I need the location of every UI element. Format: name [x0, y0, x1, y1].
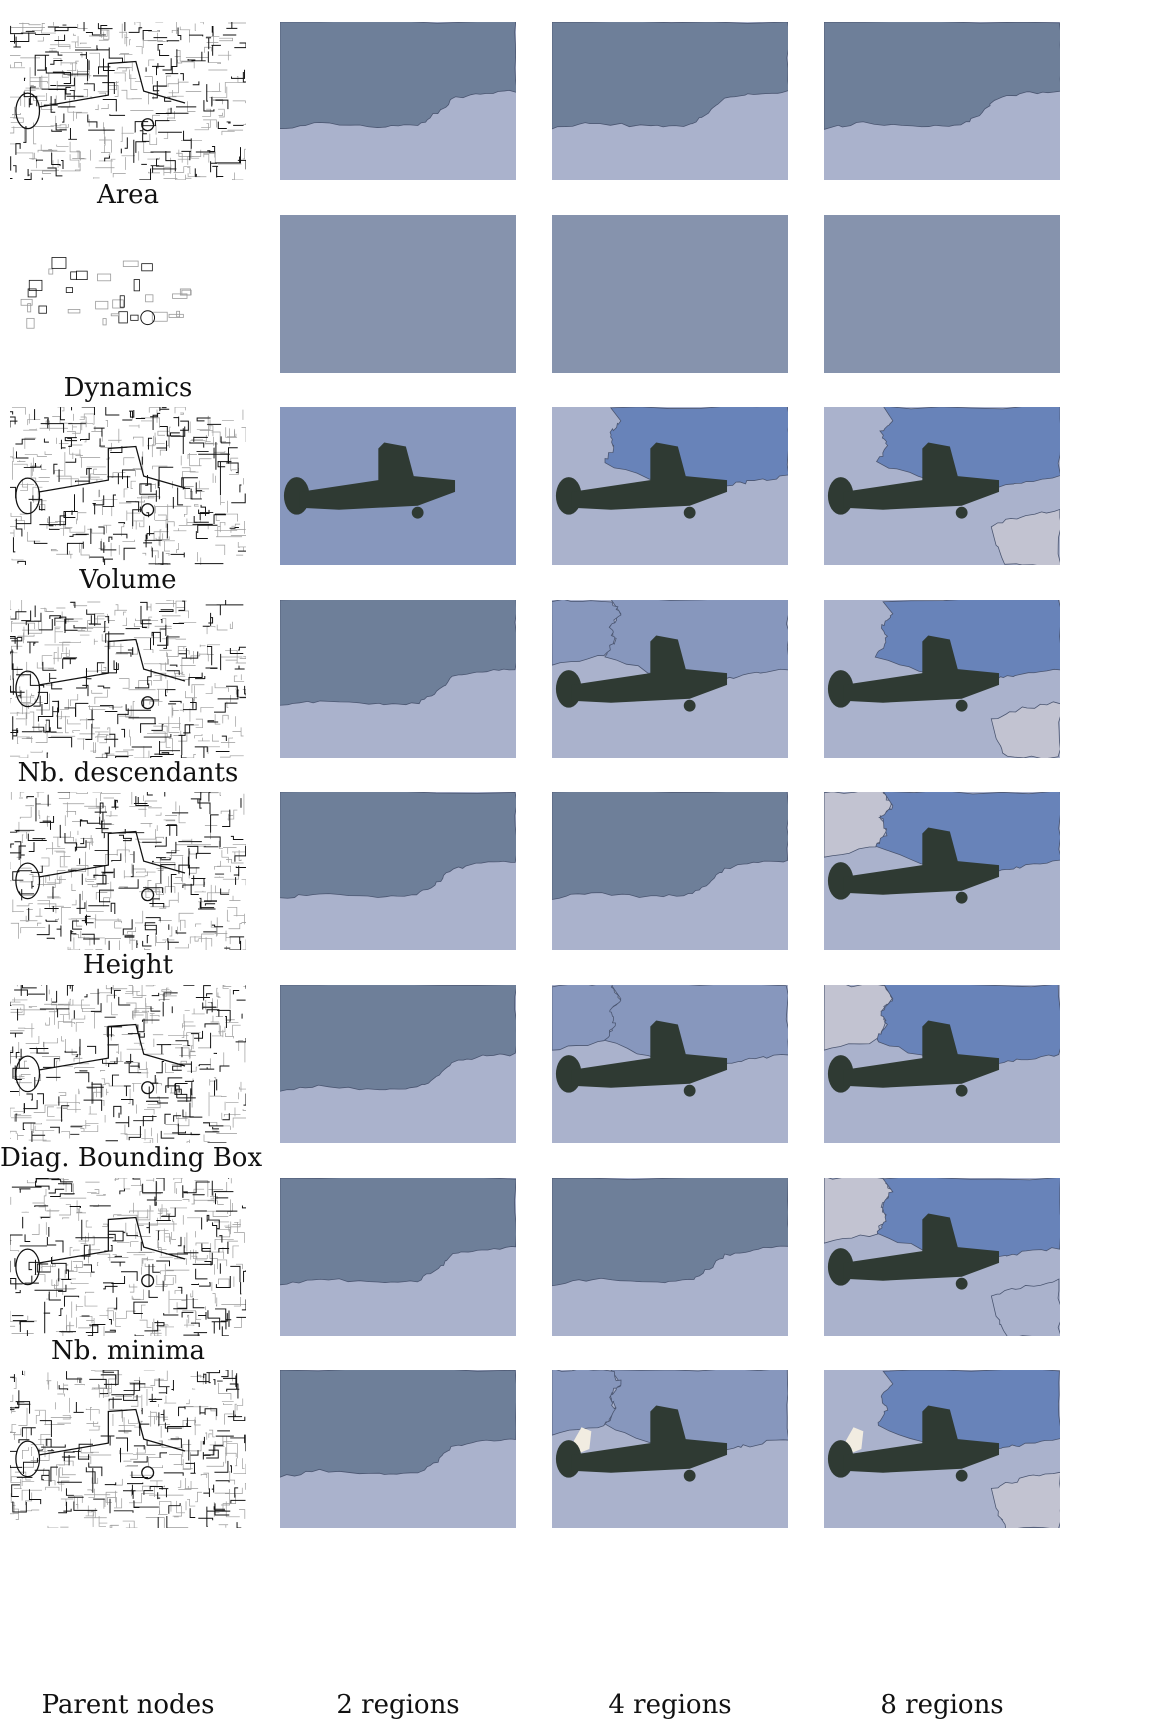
region-sky: [280, 792, 516, 899]
column-label-0: Parent nodes: [41, 1690, 215, 1720]
airplane-silhouette: [555, 1405, 728, 1482]
region-1: [990, 701, 1060, 758]
row-label-area: Area: [96, 180, 160, 210]
airplane-silhouette: [827, 635, 1000, 712]
region-1: [552, 600, 622, 666]
segmentation-height-4-regions: [552, 792, 788, 950]
contour-map-diag-bounding-box: [10, 985, 246, 1143]
segmentation-dynamics-2-regions: [280, 215, 516, 373]
region-sky: [280, 1178, 516, 1286]
contour-map-parent-nodes: [10, 1370, 246, 1528]
region-1: [552, 1370, 622, 1436]
region-1: [552, 985, 622, 1051]
region-sky: [824, 22, 1060, 130]
region-background: [280, 215, 516, 373]
segmentation-nb-minima-4-regions: [552, 1178, 788, 1336]
airplane-silhouette: [283, 442, 456, 519]
segmentation-nb-descendants-8-regions: [824, 600, 1060, 758]
region-sky: [280, 1370, 516, 1478]
segmentation-nb-minima-8-regions: [824, 1178, 1060, 1336]
segmentation-volume-4-regions: [552, 407, 788, 565]
row-label-nb-minima: Nb. minima: [50, 1336, 206, 1366]
segmentation-diag-bounding-box-4-regions: [552, 985, 788, 1143]
airplane-silhouette: [827, 442, 1000, 519]
contour-map-area: [10, 22, 246, 180]
region-background: [824, 215, 1060, 373]
region-2: [990, 1278, 1060, 1336]
segmentation-parent-nodes-4-regions: [552, 1370, 788, 1528]
column-label-1: 2 regions: [336, 1690, 460, 1720]
row-label-volume: Volume: [79, 565, 177, 595]
contour-map-nb-minima: [10, 1178, 246, 1336]
region-sky: [552, 22, 788, 130]
segmentation-height-2-regions: [280, 792, 516, 950]
row-label-dynamics: Dynamics: [63, 373, 193, 403]
segmentation-nb-descendants-2-regions: [280, 600, 516, 758]
region-1: [990, 508, 1060, 565]
segmentation-diag-bounding-box-2-regions: [280, 985, 516, 1143]
row-label-height: Height: [82, 950, 174, 980]
segmentation-area-2-regions: [280, 22, 516, 180]
column-label-2: 4 regions: [608, 1690, 732, 1720]
row-label-nb-descendants: Nb. descendants: [17, 758, 239, 788]
contour-map-volume: [10, 407, 246, 565]
column-label-3: 8 regions: [880, 1690, 1004, 1720]
segmentation-dynamics-8-regions: [824, 215, 1060, 373]
airplane-silhouette: [555, 442, 728, 519]
airplane-silhouette: [827, 1020, 1000, 1097]
region-1: [990, 1471, 1060, 1528]
airplane-silhouette: [555, 635, 728, 712]
segmentation-parent-nodes-8-regions: [824, 1370, 1060, 1528]
region-sky: [280, 600, 516, 706]
segmentation-dynamics-4-regions: [552, 215, 788, 373]
segmentation-volume-2-regions: [280, 407, 516, 565]
row-label-diag-bounding-box: Diag. Bounding Box: [0, 1143, 263, 1173]
airplane-silhouette: [827, 1213, 1000, 1290]
region-sky: [552, 1178, 788, 1287]
region-sky: [552, 792, 788, 900]
airplane-silhouette: [827, 1405, 1000, 1482]
segmentation-volume-8-regions: [824, 407, 1060, 565]
contour-map-nb-descendants: [10, 600, 246, 758]
contour-map-dynamics: [10, 215, 246, 373]
segmentation-nb-minima-2-regions: [280, 1178, 516, 1336]
segmentation-area-4-regions: [552, 22, 788, 180]
airplane-silhouette: [555, 1020, 728, 1097]
airplane-silhouette: [827, 827, 1000, 904]
region-sky: [280, 22, 516, 130]
segmentation-parent-nodes-2-regions: [280, 1370, 516, 1528]
segmentation-height-8-regions: [824, 792, 1060, 950]
segmentation-area-8-regions: [824, 22, 1060, 180]
region-background: [552, 215, 788, 373]
contour-map-height: [10, 792, 246, 950]
segmentation-diag-bounding-box-8-regions: [824, 985, 1060, 1143]
segmentation-nb-descendants-4-regions: [552, 600, 788, 758]
region-sky: [280, 985, 516, 1092]
